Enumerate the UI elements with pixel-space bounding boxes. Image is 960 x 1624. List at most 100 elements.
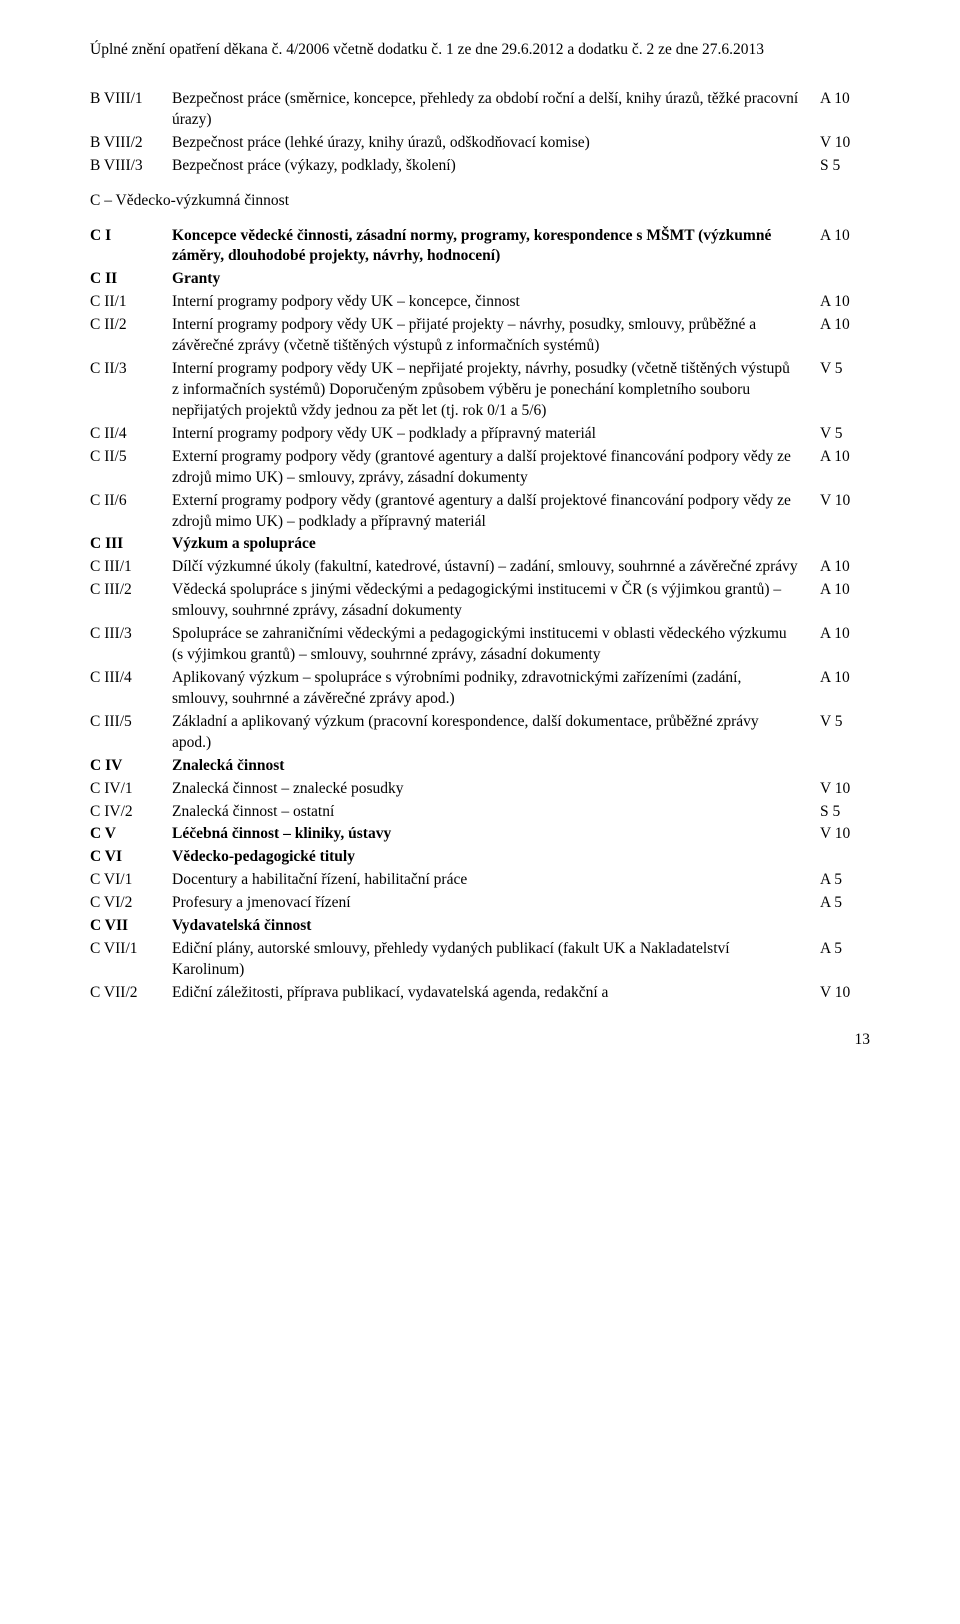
row-value: A 10 — [820, 668, 870, 689]
row-value: A 10 — [820, 580, 870, 601]
table-row: C III/4Aplikovaný výzkum – spolupráce s … — [90, 668, 870, 710]
table-row: C IKoncepce vědecké činnosti, zásadní no… — [90, 226, 870, 268]
table-row: C II/2Interní programy podpory vědy UK –… — [90, 315, 870, 357]
row-code: C VII — [90, 916, 172, 937]
table-row: C II/6Externí programy podpory vědy (gra… — [90, 491, 870, 533]
row-code: C II/3 — [90, 359, 172, 380]
page-number: 13 — [90, 1030, 870, 1051]
table-row: C VIVědecko-pedagogické tituly — [90, 847, 870, 868]
row-code: C V — [90, 824, 172, 845]
row-code: C IV/2 — [90, 802, 172, 823]
row-code: C IV/1 — [90, 779, 172, 800]
row-value: V 10 — [820, 983, 870, 1004]
row-value: A 10 — [820, 447, 870, 468]
document-header: Úplné znění opatření děkana č. 4/2006 vč… — [90, 40, 870, 61]
row-value: S 5 — [820, 802, 870, 823]
row-value: V 10 — [820, 779, 870, 800]
row-text: Bezpečnost práce (výkazy, podklady, škol… — [172, 156, 820, 177]
row-value: A 10 — [820, 226, 870, 247]
row-text: Znalecká činnost – ostatní — [172, 802, 820, 823]
row-code: C III/2 — [90, 580, 172, 601]
table-row: C IVZnalecká činnost — [90, 756, 870, 777]
row-text: Bezpečnost práce (lehké úrazy, knihy úra… — [172, 133, 820, 154]
section-b-rows: B VIII/1Bezpečnost práce (směrnice, konc… — [90, 89, 870, 177]
row-text: Koncepce vědecké činnosti, zásadní normy… — [172, 226, 820, 268]
row-value: V 10 — [820, 491, 870, 512]
row-code: C VI — [90, 847, 172, 868]
table-row: C II/5Externí programy podpory vědy (gra… — [90, 447, 870, 489]
row-text: Externí programy podpory vědy (grantové … — [172, 447, 820, 489]
table-row: C VII/2Ediční záležitosti, příprava publ… — [90, 983, 870, 1004]
row-text: Interní programy podpory vědy UK – přija… — [172, 315, 820, 357]
row-value: A 10 — [820, 315, 870, 336]
table-row: B VIII/1Bezpečnost práce (směrnice, konc… — [90, 89, 870, 131]
row-text: Profesury a jmenovací řízení — [172, 893, 820, 914]
table-row: B VIII/3Bezpečnost práce (výkazy, podkla… — [90, 156, 870, 177]
row-code: C VII/2 — [90, 983, 172, 1004]
row-code: C VI/2 — [90, 893, 172, 914]
table-row: C IV/1Znalecká činnost – znalecké posudk… — [90, 779, 870, 800]
row-text: Výzkum a spolupráce — [172, 534, 820, 555]
row-value: A 10 — [820, 292, 870, 313]
row-value: A 5 — [820, 893, 870, 914]
row-code: C III/5 — [90, 712, 172, 733]
row-code: C VI/1 — [90, 870, 172, 891]
row-text: Léčebná činnost – kliniky, ústavy — [172, 824, 820, 845]
row-text: Interní programy podpory vědy UK – konce… — [172, 292, 820, 313]
table-row: C IIGranty — [90, 269, 870, 290]
row-code: C III/4 — [90, 668, 172, 689]
row-value: S 5 — [820, 156, 870, 177]
row-code: B VIII/2 — [90, 133, 172, 154]
row-code: B VIII/3 — [90, 156, 172, 177]
row-code: C III/1 — [90, 557, 172, 578]
table-row: C III/1Dílčí výzkumné úkoly (fakultní, k… — [90, 557, 870, 578]
row-text: Externí programy podpory vědy (grantové … — [172, 491, 820, 533]
table-row: C II/1Interní programy podpory vědy UK –… — [90, 292, 870, 313]
row-code: C II/1 — [90, 292, 172, 313]
row-value: A 10 — [820, 89, 870, 110]
table-row: C VI/1Docentury a habilitační řízení, ha… — [90, 870, 870, 891]
row-text: Vydavatelská činnost — [172, 916, 820, 937]
row-value: A 10 — [820, 557, 870, 578]
row-code: C II/4 — [90, 424, 172, 445]
table-row: C IV/2Znalecká činnost – ostatníS 5 — [90, 802, 870, 823]
row-code: B VIII/1 — [90, 89, 172, 110]
row-code: C I — [90, 226, 172, 247]
row-value: A 10 — [820, 624, 870, 645]
row-text: Spolupráce se zahraničními vědeckými a p… — [172, 624, 820, 666]
table-row: C VII/1Ediční plány, autorské smlouvy, p… — [90, 939, 870, 981]
row-code: C III — [90, 534, 172, 555]
row-text: Aplikovaný výzkum – spolupráce s výrobní… — [172, 668, 820, 710]
table-row: C III/2Vědecká spolupráce s jinými vědec… — [90, 580, 870, 622]
row-text: Základní a aplikovaný výzkum (pracovní k… — [172, 712, 820, 754]
section-c-rows: C IKoncepce vědecké činnosti, zásadní no… — [90, 226, 870, 1004]
row-text: Vědecká spolupráce s jinými vědeckými a … — [172, 580, 820, 622]
row-text: Interní programy podpory vědy UK – podkl… — [172, 424, 820, 445]
row-value: A 5 — [820, 870, 870, 891]
table-row: C II/3Interní programy podpory vědy UK –… — [90, 359, 870, 422]
row-text: Bezpečnost práce (směrnice, koncepce, př… — [172, 89, 820, 131]
row-text: Dílčí výzkumné úkoly (fakultní, katedrov… — [172, 557, 820, 578]
row-value: V 5 — [820, 712, 870, 733]
row-text: Interní programy podpory vědy UK – nepři… — [172, 359, 820, 422]
table-row: C III/5Základní a aplikovaný výzkum (pra… — [90, 712, 870, 754]
row-text: Znalecká činnost — [172, 756, 820, 777]
table-row: C IIIVýzkum a spolupráce — [90, 534, 870, 555]
row-text: Granty — [172, 269, 820, 290]
row-text: Ediční plány, autorské smlouvy, přehledy… — [172, 939, 820, 981]
row-text: Docentury a habilitační řízení, habilita… — [172, 870, 820, 891]
row-code: C III/3 — [90, 624, 172, 645]
row-code: C IV — [90, 756, 172, 777]
section-c-heading: C – Vědecko-výzkumná činnost — [90, 191, 870, 212]
row-code: C VII/1 — [90, 939, 172, 960]
row-value: V 10 — [820, 824, 870, 845]
row-code: C II/5 — [90, 447, 172, 468]
table-row: C VLéčebná činnost – kliniky, ústavyV 10 — [90, 824, 870, 845]
table-row: B VIII/2Bezpečnost práce (lehké úrazy, k… — [90, 133, 870, 154]
row-text: Znalecká činnost – znalecké posudky — [172, 779, 820, 800]
row-value: V 10 — [820, 133, 870, 154]
table-row: C VI/2Profesury a jmenovací řízeníA 5 — [90, 893, 870, 914]
table-row: C VIIVydavatelská činnost — [90, 916, 870, 937]
row-code: C II/2 — [90, 315, 172, 336]
row-text: Ediční záležitosti, příprava publikací, … — [172, 983, 820, 1004]
